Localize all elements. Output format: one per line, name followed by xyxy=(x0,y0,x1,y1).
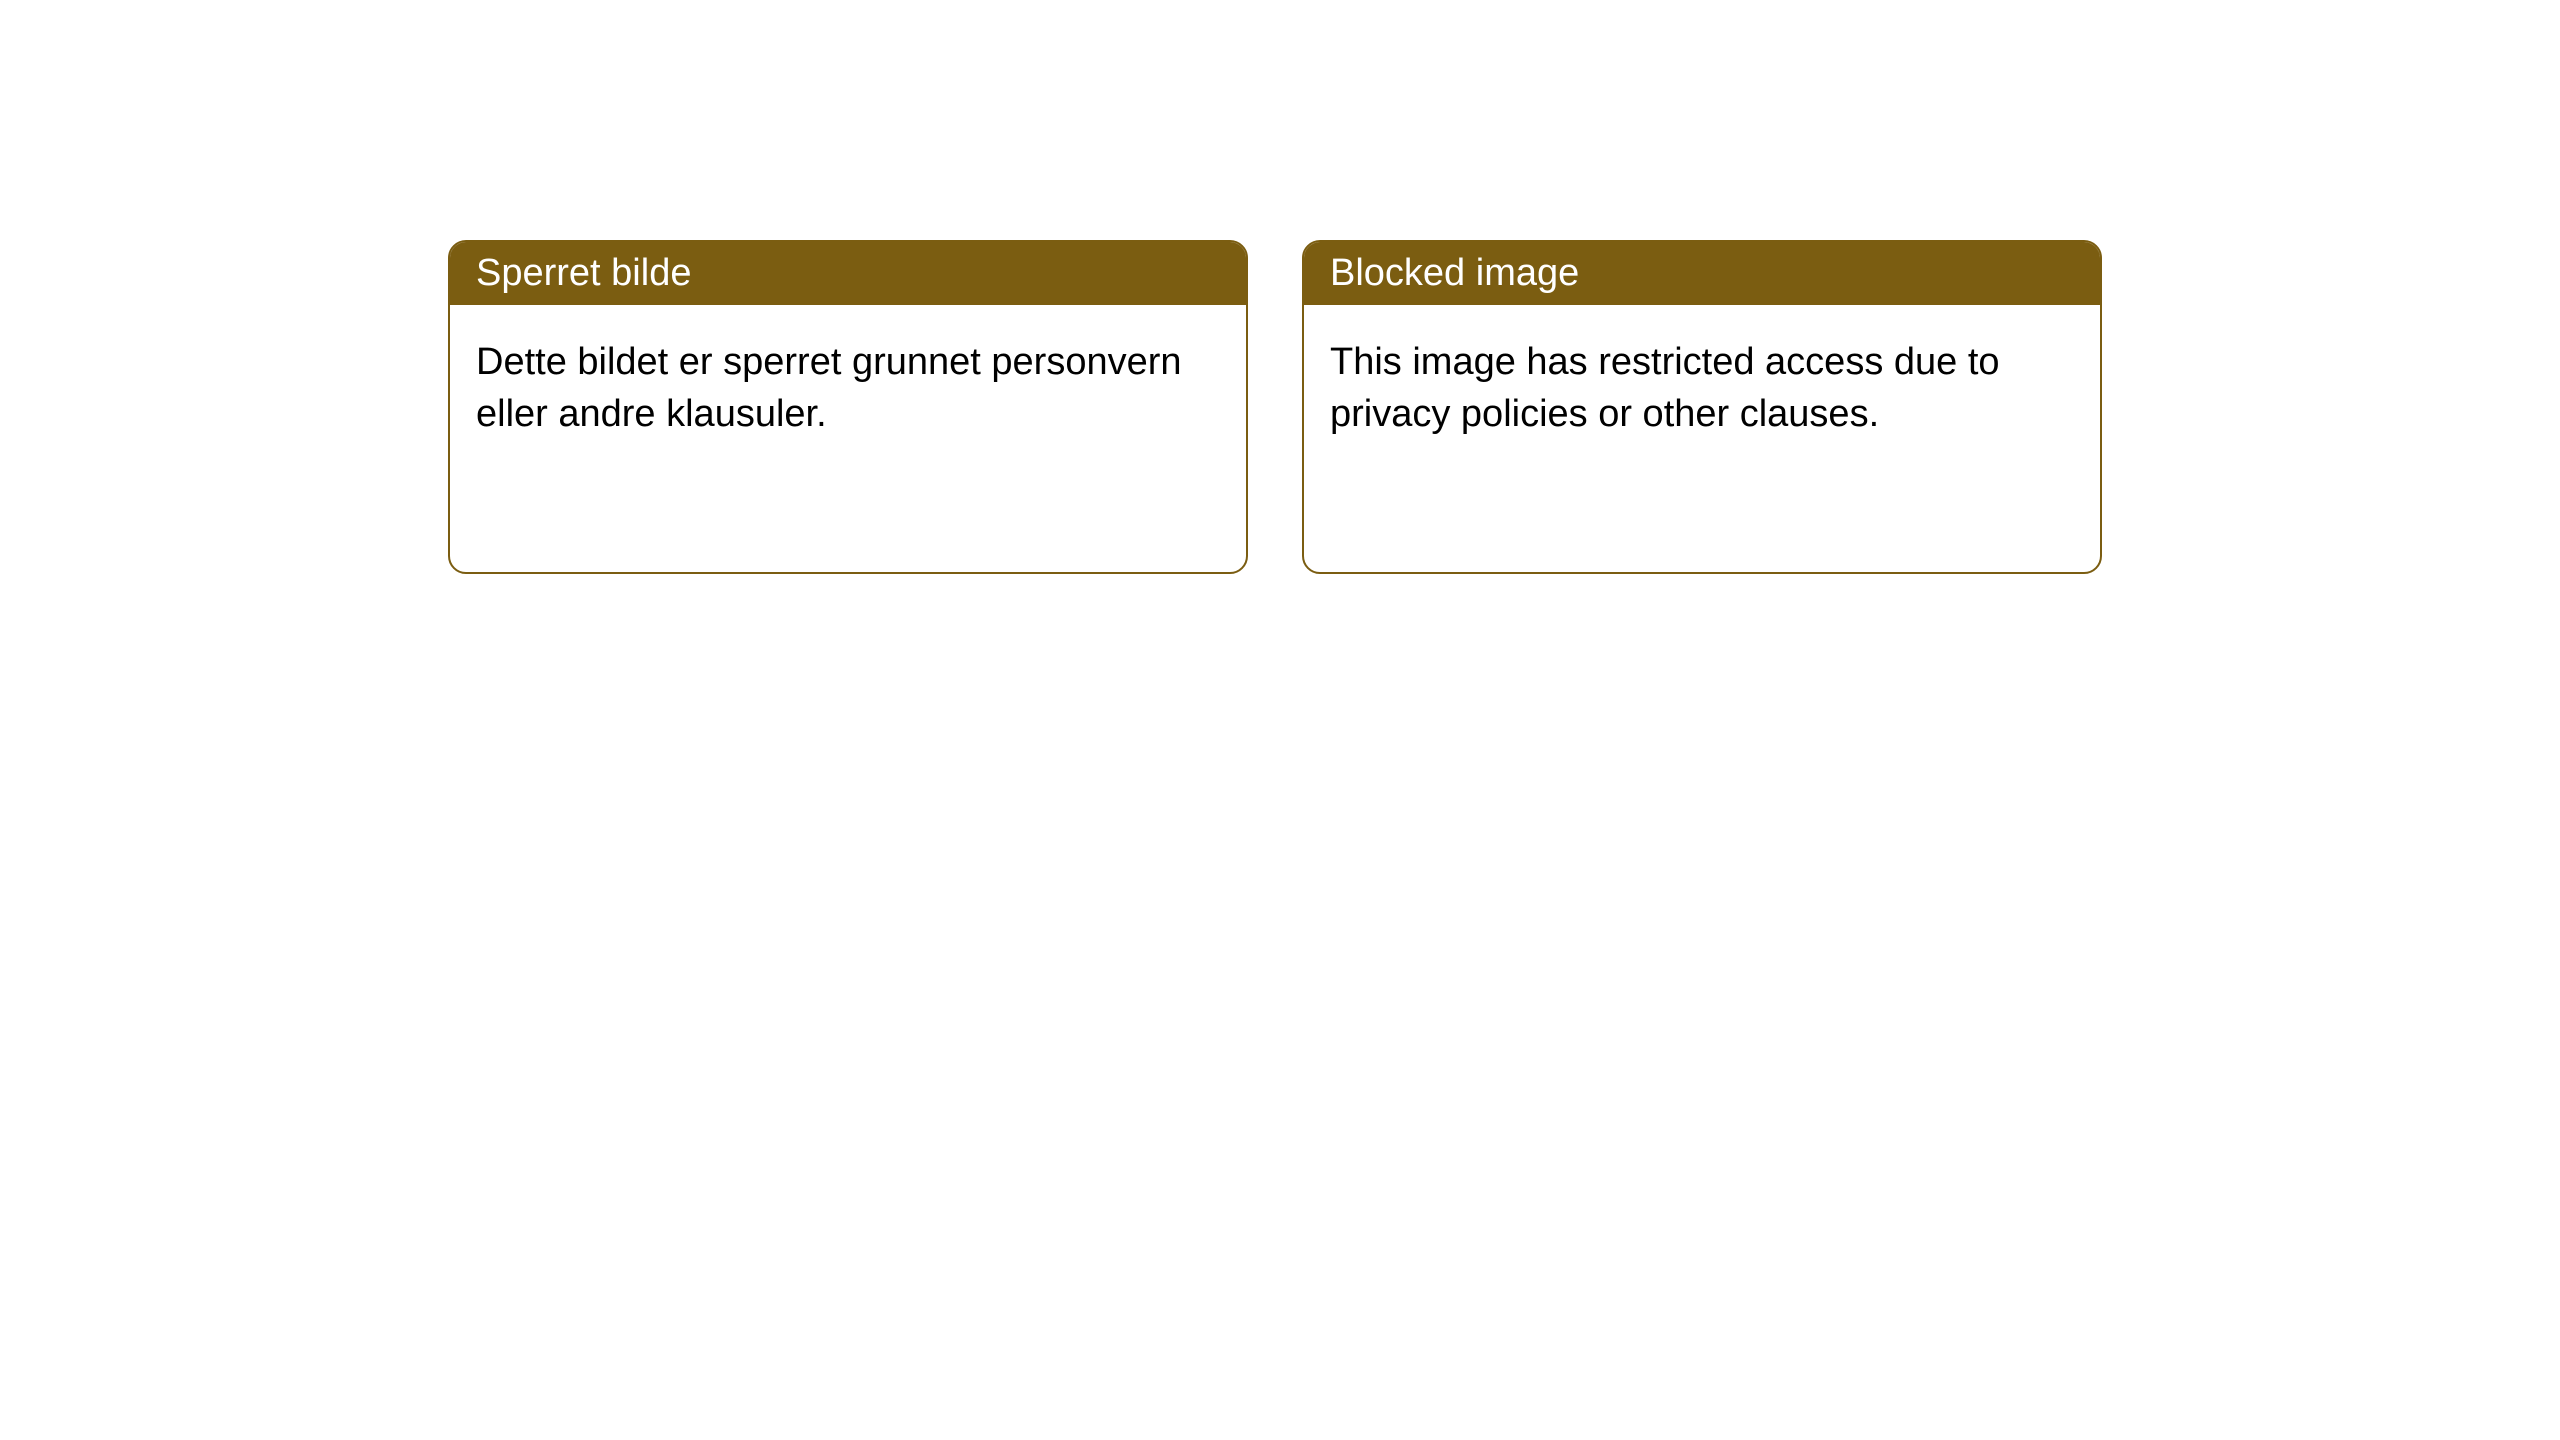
notice-body: Dette bildet er sperret grunnet personve… xyxy=(450,305,1246,472)
notice-container: Sperret bilde Dette bildet er sperret gr… xyxy=(0,0,2560,574)
notice-header: Sperret bilde xyxy=(450,242,1246,305)
notice-header: Blocked image xyxy=(1304,242,2100,305)
notice-card-norwegian: Sperret bilde Dette bildet er sperret gr… xyxy=(448,240,1248,574)
notice-card-english: Blocked image This image has restricted … xyxy=(1302,240,2102,574)
notice-body: This image has restricted access due to … xyxy=(1304,305,2100,472)
